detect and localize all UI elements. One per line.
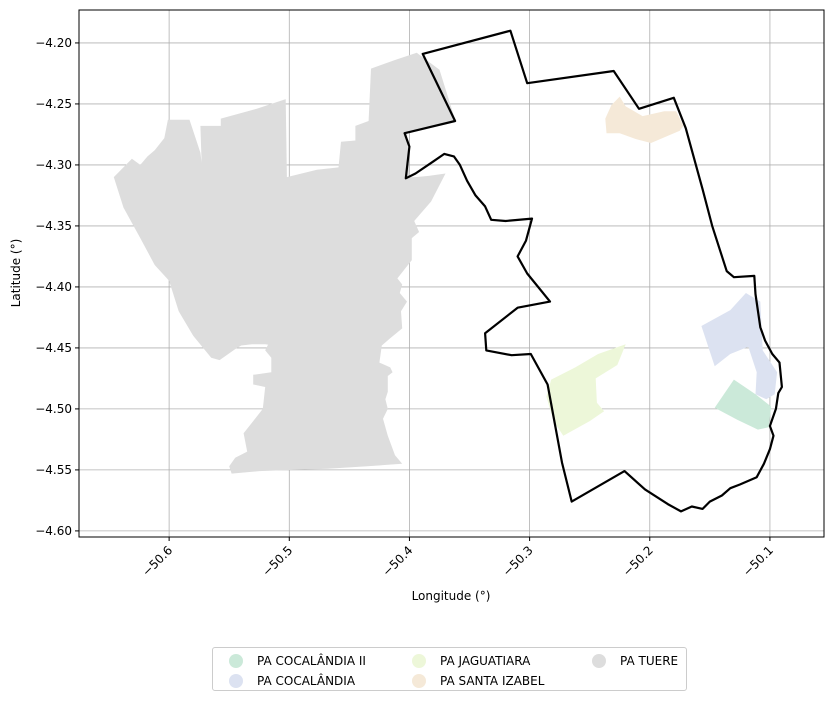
legend-swatch-icon [412, 654, 426, 668]
legend-item: PA COCALÂNDIA II [229, 652, 366, 670]
legend-item: PA JAGUATIARA [412, 652, 530, 670]
map-figure: −50.6 −50.5 −50.4 −50.3 −50.2 −50.1 −4.20−4.2… [9, 9, 825, 603]
region-pa-santa-izabel [605, 96, 684, 143]
legend-label: PA COCALÂNDIA II [257, 654, 366, 668]
x-tick-label: −50.2 [620, 543, 656, 579]
y-tick-label: −4.25 [35, 97, 72, 111]
boundary-outline [403, 29, 784, 513]
x-tick-label: −50.4 [380, 543, 416, 579]
legend-item: PA COCALÂNDIA [229, 672, 355, 690]
legend: PA COCALÂNDIA II PA COCALÂNDIA PA JAGUAT… [212, 647, 687, 691]
region-pa-cocalandia-ii [714, 379, 772, 430]
x-tick-label: −50.5 [259, 543, 295, 579]
y-axis-label: Latitude (°) [9, 239, 23, 308]
y-tick-label: −4.50 [35, 402, 72, 416]
legend-label: PA JAGUATIARA [440, 654, 531, 668]
x-tick-label: −50.3 [500, 543, 536, 579]
legend-label: PA COCALÂNDIA [257, 674, 356, 688]
legend-item: PA SANTA IZABEL [412, 672, 544, 690]
legend-swatch-icon [229, 654, 243, 668]
y-tick-label: −4.45 [35, 341, 72, 355]
x-tick-label: −50.1 [740, 543, 776, 579]
region-pa-jaguatiara [546, 344, 626, 436]
municipality-outline [403, 29, 784, 513]
legend-label: PA TUERE [620, 654, 679, 668]
y-tick-label: −4.35 [35, 219, 72, 233]
y-axis-ticks: −4.20 −4.25 −4.30 −4.35 −4.40 −4.45 −4.50 −4.55… [35, 36, 79, 538]
legend-swatch-icon [412, 674, 426, 688]
x-axis-ticks: −50.6 −50.5 −50.4 −50.3 −50.2 −50.1 [139, 537, 776, 579]
legend-item: PA TUERE [592, 652, 678, 670]
legend-label: PA SANTA IZABEL [440, 674, 545, 688]
x-tick-label: −50.6 [139, 543, 175, 579]
y-tick-label: −4.30 [35, 158, 72, 172]
x-axis-label: Longitude (°) [412, 589, 491, 603]
legend-swatch-icon [229, 674, 243, 688]
y-tick-label: −4.20 [35, 36, 72, 50]
region-pa-tuere [113, 52, 456, 474]
region-polygons [113, 52, 778, 474]
y-tick-label: −4.60 [35, 524, 72, 538]
y-tick-label: −4.40 [35, 280, 72, 294]
legend-swatch-icon [592, 654, 606, 668]
plot-frame [78, 9, 825, 538]
y-tick-label: −4.55 [35, 463, 72, 477]
